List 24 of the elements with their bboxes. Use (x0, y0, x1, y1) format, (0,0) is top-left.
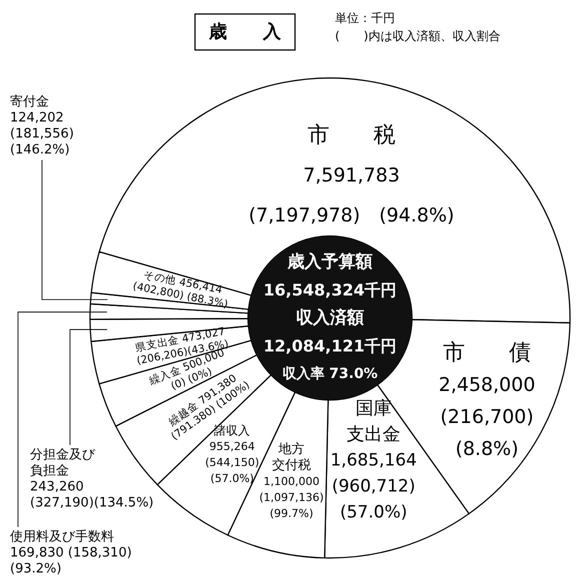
data-label: 1,685,164 (960,712) (57.0%) (330, 450, 417, 522)
chart-title: 歳 入 (208, 22, 282, 42)
text: 収入済額 (296, 308, 364, 328)
text: 歳入予算額 (286, 252, 372, 272)
text: 単位：千円 (335, 11, 395, 25)
data-label: 1,100,000 (1,097,136) (99.7%) (259, 475, 324, 520)
data-label: 955,264 (544,150) (57.0%) (205, 440, 260, 486)
data-label: 169,830 (158,310) (93.2%) (10, 546, 132, 576)
text: 16,548,324千円 (263, 280, 397, 300)
slice-label: 地方交付税 (272, 441, 311, 474)
data-label: 243,260 (327,190)(134.5%) (30, 480, 154, 510)
text: ( )内は収入済額、収入割合 (335, 29, 500, 43)
slice-label: 寄付金 (10, 94, 49, 110)
data-label: 7,591,783 (7,197,978) (94.8%) (248, 164, 454, 227)
slice-label: 諸収入 (214, 424, 250, 438)
slice-label: 市 税 (307, 123, 396, 148)
data-label: 124,202 (181,556) (146.2%) (10, 110, 74, 158)
text: 12,084,121千円 (263, 336, 397, 356)
slice-label: 国庫支出金 (346, 398, 401, 445)
slice-label: 分担金及び負担金 (30, 448, 96, 478)
data-label: 2,458,000 (216,700) (8.8%) (438, 374, 536, 460)
slice-label: 市 債 (442, 340, 531, 366)
slice-label: 使用料及び手数料 (10, 530, 114, 544)
text: 収入率 73.0% (282, 365, 378, 382)
